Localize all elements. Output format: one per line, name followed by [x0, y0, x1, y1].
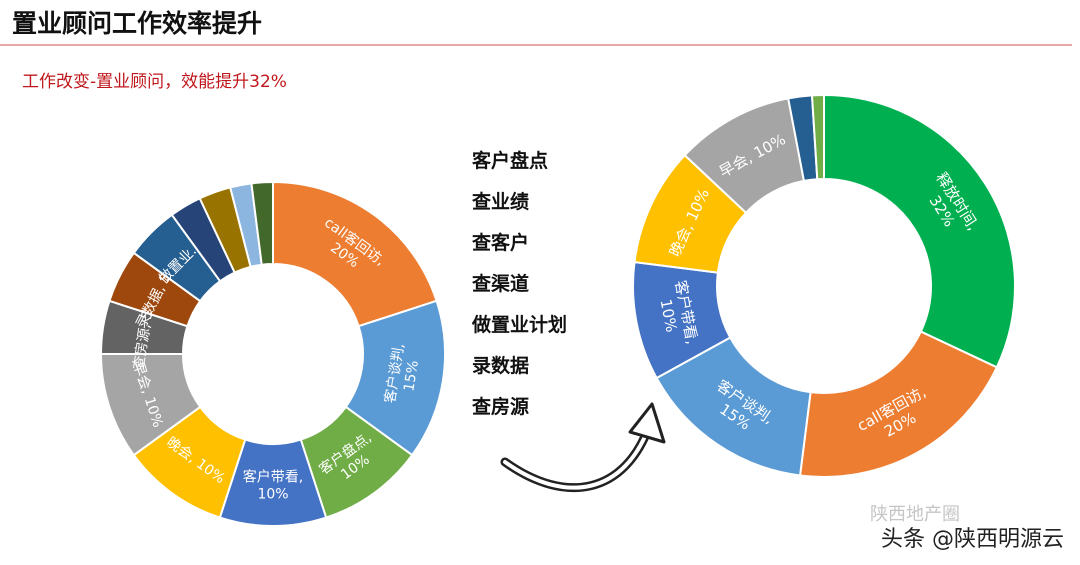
page-title: 置业顾问工作效率提升	[12, 9, 263, 38]
task-item: 查房源	[472, 396, 530, 418]
curved-arrow-icon	[500, 402, 666, 493]
donut-slice-label: 客户带看,10%	[243, 469, 303, 503]
task-item: 查渠道	[472, 273, 530, 295]
donut-slice	[250, 180, 274, 266]
page-subtitle: 工作改变-置业顾问，效能提升32%	[22, 72, 287, 92]
donut-slice	[798, 330, 999, 478]
donut-slice	[810, 93, 825, 181]
task-item: 做置业计划	[472, 314, 568, 336]
donut-slice	[823, 93, 1016, 369]
task-item: 查业绩	[472, 191, 530, 213]
donut-chart-after: 释放时间,32%call客回访,20%客户谈判,15%客户带看,10%晚会, 1…	[632, 93, 1016, 478]
task-item: 录数据	[472, 355, 530, 377]
donut-chart-before: call客回访,20%客户谈判,15%客户盘点,10%客户带看, 10%晚会, 1…	[99, 180, 446, 527]
task-item: 查客户	[472, 232, 530, 254]
task-list: 客户盘点 查业绩 查客户 查渠道 做置业计划 录数据 查房源	[472, 146, 567, 433]
donut-slice	[272, 180, 438, 328]
task-item: 客户盘点	[472, 150, 549, 172]
faint-watermark: 陕西地产圈	[870, 504, 960, 525]
title-divider	[0, 44, 1072, 46]
watermark: 头条 @陕西明源云	[881, 527, 1064, 552]
